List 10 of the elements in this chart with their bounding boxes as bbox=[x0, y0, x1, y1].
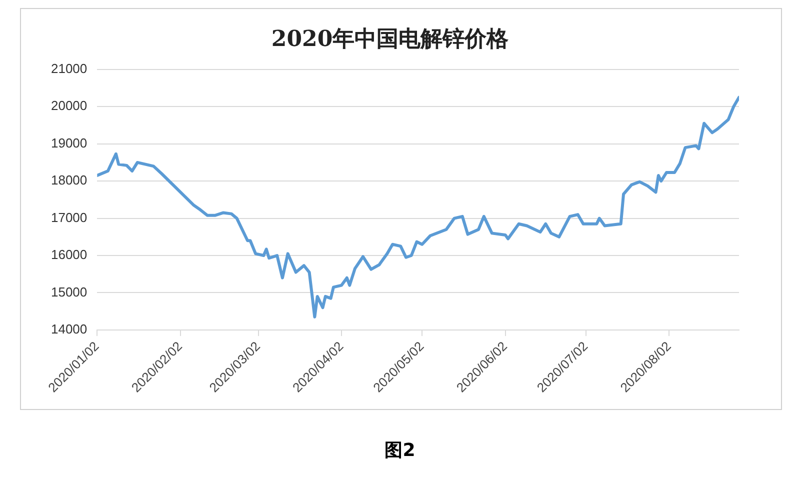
y-tick-label: 14000 bbox=[50, 322, 88, 337]
y-tick-label: 21000 bbox=[50, 60, 88, 76]
chart-title: 2020年中国电解锌价格 bbox=[271, 26, 510, 52]
y-tick-label: 19000 bbox=[50, 135, 88, 150]
y-tick-label: 20000 bbox=[50, 98, 88, 114]
y-tick-label: 17000 bbox=[50, 210, 88, 225]
y-tick-label: 15000 bbox=[50, 284, 88, 300]
caption: 图2 bbox=[384, 439, 416, 462]
y-tick-label: 16000 bbox=[50, 247, 88, 262]
y-tick-label: 18000 bbox=[50, 172, 88, 188]
